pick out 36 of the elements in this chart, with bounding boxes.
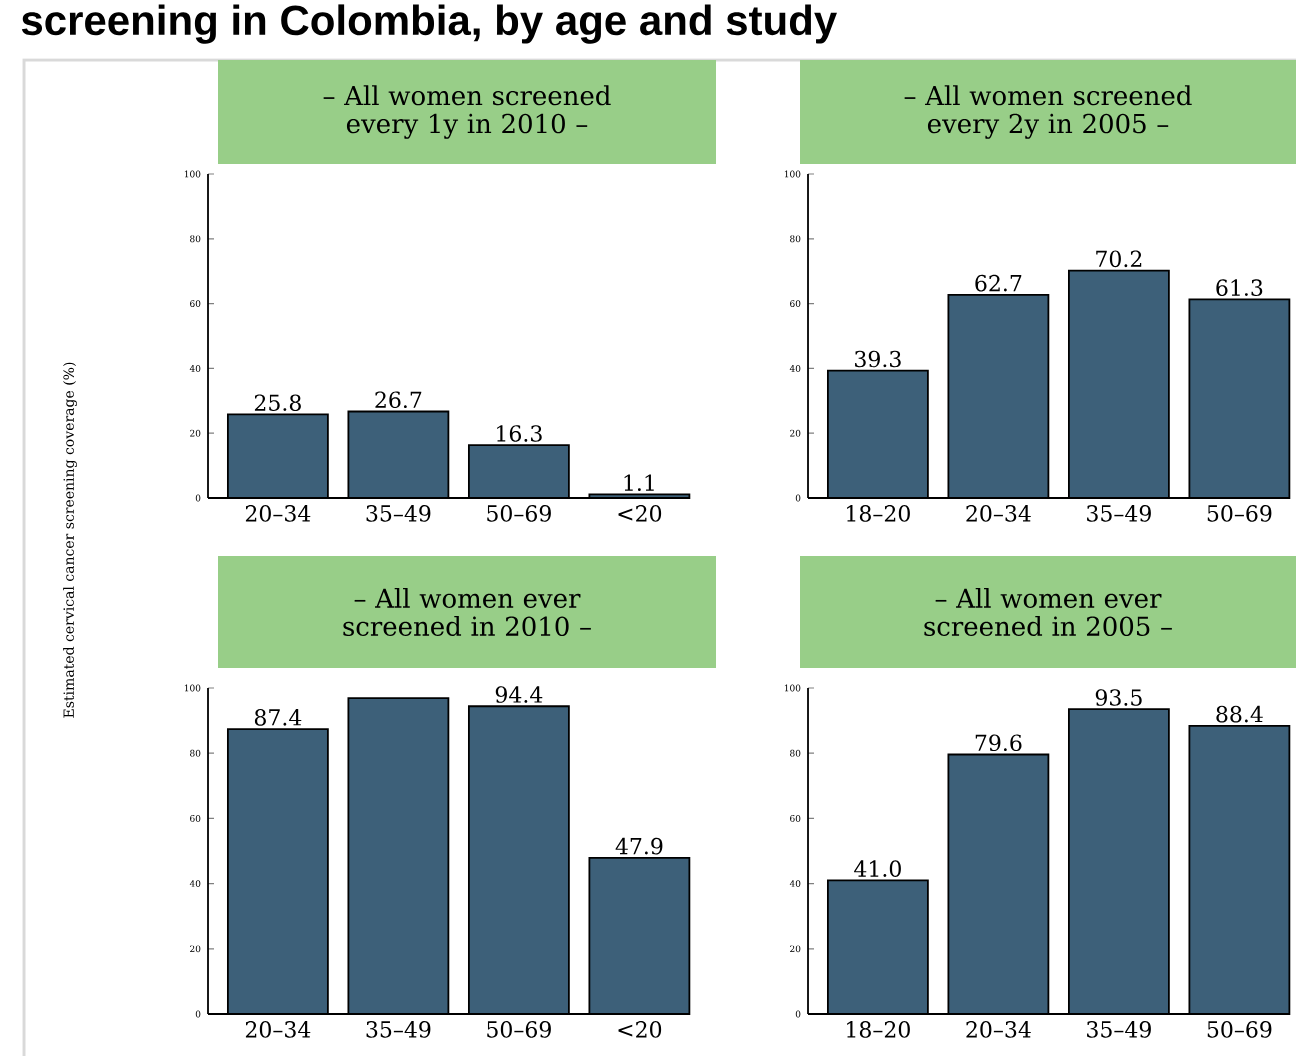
x-tick-label: <20 <box>618 1021 662 1038</box>
data-label: 47.9 <box>615 837 663 855</box>
x-tick-label: 18–20 <box>847 505 910 522</box>
chart-title: – All women ever screened in 2005 – <box>924 587 1172 637</box>
text: screening in Colombia, by age and study <box>21 4 837 44</box>
x-tick-label: 50–69 <box>487 1021 551 1038</box>
data-label: 70.2 <box>1096 250 1142 268</box>
data-label: 39.3 <box>855 350 901 368</box>
data-label: 16.3 <box>497 425 542 442</box>
data-label: 61.3 <box>1216 279 1263 296</box>
x-tick-label: 35–49 <box>1087 1021 1151 1038</box>
x-tick-label: <20 <box>618 505 662 522</box>
chart-title: – All women screened every 1y in 2010 – <box>323 85 611 139</box>
x-tick-label: 35–49 <box>366 1021 431 1038</box>
x-tick-label: 50–69 <box>1207 1021 1272 1038</box>
x-tick-label: 20–34 <box>245 1021 311 1038</box>
x-tick-label: 50–69 <box>1207 505 1272 522</box>
x-tick-label: 18–20 <box>847 1021 910 1038</box>
x-tick-label: 20–34 <box>966 505 1031 522</box>
data-label: 93.5 <box>1095 689 1142 706</box>
data-label: 79.6 <box>975 734 1022 752</box>
data-label: 62.7 <box>975 274 1022 292</box>
x-tick-label: 35–49 <box>366 505 431 522</box>
data-label: 88.4 <box>1216 705 1263 723</box>
chart-title: – All women ever screened in 2010 – <box>343 587 591 637</box>
data-label: 1.1 <box>624 474 654 492</box>
x-tick-label: 20–34 <box>245 505 311 522</box>
x-tick-label: 50–69 <box>487 505 551 522</box>
data-label: 26.7 <box>375 391 422 409</box>
chart-title: – All women screened every 2y in 2005 – <box>904 85 1192 139</box>
data-label: 25.8 <box>254 394 301 412</box>
data-label: 87.4 <box>254 709 302 726</box>
data-label: 94.4 <box>495 686 543 703</box>
data-label: 41.0 <box>854 860 901 877</box>
x-tick-label: 20–34 <box>966 1021 1031 1038</box>
x-tick-label: 35–49 <box>1087 505 1151 522</box>
